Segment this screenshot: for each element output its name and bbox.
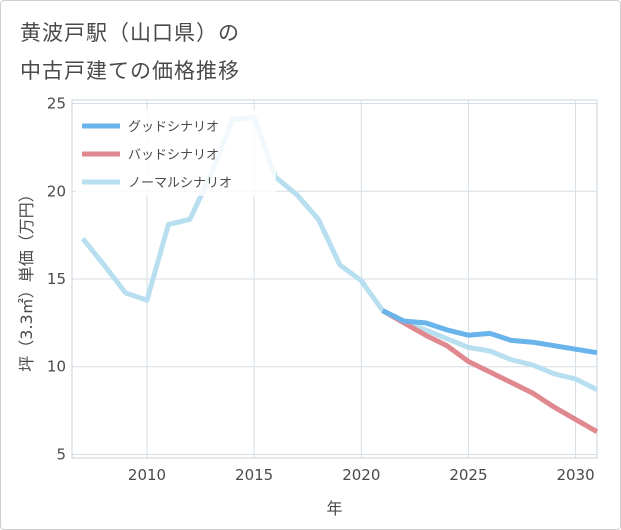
x-tick-label: 2025 [449,466,487,484]
y-tick-label: 5 [56,445,66,463]
y-tick-label: 25 [47,95,66,113]
legend-label-1: バッドシナリオ [128,148,219,163]
x-tick-label: 2020 [342,466,380,484]
y-tick-label: 10 [47,358,66,376]
series-lines [80,115,599,434]
legend-label-2: ノーマルシナリオ [128,176,232,191]
chart-title-line-1: 黄波戸駅（山口県）の [20,21,240,45]
chart-title: 黄波戸駅（山口県）の 中古戸建ての価格推移 [20,14,240,90]
x-tick-label: 2010 [128,466,166,484]
plot-frame [71,99,598,459]
chart-title-line-2: 中古戸建ての価格推移 [20,59,240,83]
y-tick-label: 15 [47,270,66,288]
y-tick-label: 20 [47,182,66,200]
series-line-0 [381,308,598,356]
x-tick-label: 2015 [235,466,273,484]
legend-label-0: グッドシナリオ [128,120,219,135]
y-axis-title: 坪（3.3㎡）単価（万円） [17,186,36,371]
x-axis-title: 年 [326,499,342,518]
series-line-2 [80,115,599,392]
series-line-1 [381,308,599,434]
x-tick-label: 2030 [556,466,594,484]
